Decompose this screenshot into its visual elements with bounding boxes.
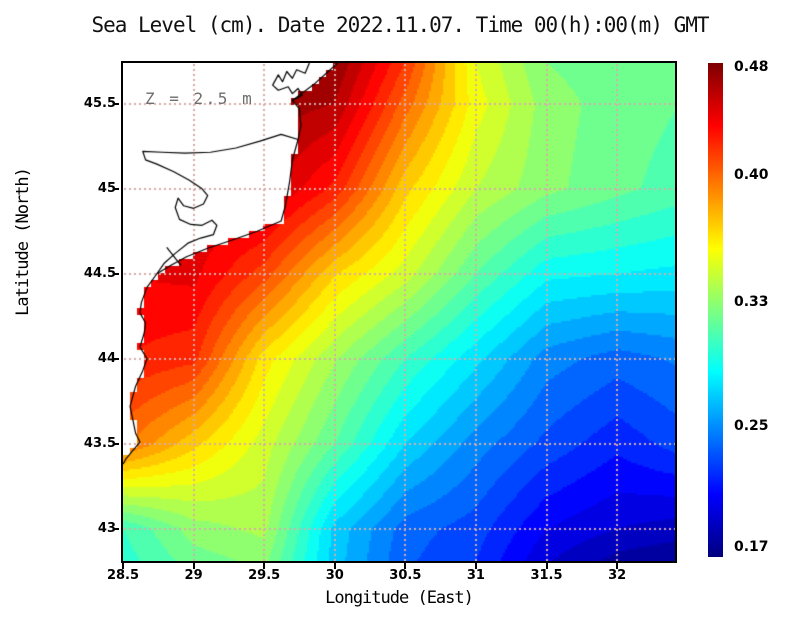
x-axis-tick <box>404 563 407 569</box>
x-axis-tick <box>474 563 477 569</box>
y-axis-tick <box>113 272 119 275</box>
x-tick-label: 31.5 <box>530 568 563 583</box>
y-axis-tick <box>113 527 119 530</box>
colorbar-tick-label: 0.48 <box>734 58 769 75</box>
x-tick-label: 28.5 <box>106 568 140 583</box>
y-axis-tick <box>113 357 119 360</box>
y-axis-tick <box>113 187 119 190</box>
x-tick-label: 32 <box>608 568 627 583</box>
y-axis-tick <box>113 442 119 445</box>
x-tick-label: 30 <box>325 568 344 583</box>
colorbar <box>708 63 723 557</box>
colorbar-tick-label: 0.17 <box>734 539 769 556</box>
y-axis-label: Latitude (North) <box>13 168 33 316</box>
x-tick-label: 29.5 <box>248 568 281 583</box>
y-tick-label: 44.5 <box>83 265 116 281</box>
x-tick-label: 29 <box>184 568 203 583</box>
y-tick-label: 43 <box>97 520 116 536</box>
x-axis-tick <box>263 563 266 569</box>
x-axis-tick <box>192 563 195 569</box>
x-tick-label: 30.5 <box>389 568 422 583</box>
colorbar-tick-label: 0.40 <box>734 167 769 184</box>
map-plot-area: Z = 2.5 m <box>121 61 677 563</box>
sea-level-heatmap-canvas <box>123 63 675 561</box>
chart-title: Sea Level (cm). Date 2022.11.07. Time 00… <box>91 13 709 37</box>
x-axis-tick <box>122 563 124 569</box>
x-axis-tick <box>333 563 336 569</box>
x-axis-label: Longitude (East) <box>325 588 474 608</box>
y-tick-label: 44 <box>97 350 116 366</box>
x-axis-tick <box>616 563 619 569</box>
colorbar-tick-label: 0.25 <box>734 418 769 435</box>
y-tick-label: 45 <box>97 180 116 196</box>
x-tick-label: 31 <box>466 568 485 583</box>
depth-annotation: Z = 2.5 m <box>145 89 255 108</box>
y-axis-tick <box>113 102 119 105</box>
colorbar-tick-label: 0.33 <box>734 294 769 311</box>
x-axis-tick <box>545 563 548 569</box>
y-tick-label: 43.5 <box>83 435 116 451</box>
y-tick-label: 45.5 <box>83 95 116 111</box>
